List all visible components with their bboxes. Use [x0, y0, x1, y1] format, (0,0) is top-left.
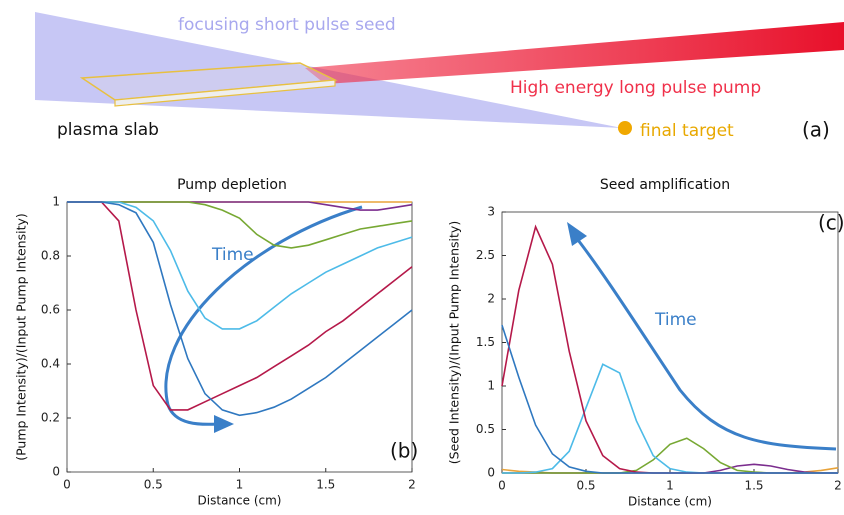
y-tick-label: 0.8: [41, 249, 60, 263]
data-line: [67, 201, 413, 417]
time-arrow: [164, 205, 363, 426]
chart-title: Seed amplification: [600, 177, 730, 193]
target-label: final target: [640, 121, 734, 141]
plot-frame: [501, 211, 839, 474]
data-line: [67, 201, 413, 330]
x-tick-label: 2: [834, 479, 842, 493]
x-tick-label: 0.5: [144, 478, 163, 492]
data-line: [501, 224, 838, 474]
final-target: [618, 121, 632, 135]
x-tick-label: 1: [236, 478, 244, 492]
x-tick-label: 0.5: [576, 479, 595, 493]
data-line: [502, 363, 838, 474]
y-tick-label: 0.5: [476, 422, 495, 436]
annotation: (b): [390, 439, 418, 463]
y-tick-label: 0: [487, 466, 495, 480]
annotation: (c): [818, 211, 844, 235]
y-tick-label: 3: [487, 205, 495, 219]
annotation: Time: [211, 245, 254, 265]
x-axis-label: Distance (cm): [628, 495, 712, 509]
x-tick-label: 2: [408, 478, 416, 492]
time-arrow: [576, 239, 837, 451]
plot-frame: [66, 201, 413, 473]
y-axis-label: (Pump Intensity)/(Input Pump Intensity): [14, 213, 29, 461]
arrow-head: [567, 222, 587, 246]
pump-beam: [305, 22, 844, 84]
annotation: Time: [654, 310, 697, 330]
slab-label: plasma slab: [57, 120, 159, 140]
x-tick-label: 0: [498, 479, 506, 493]
y-tick-label: 1.5: [476, 335, 495, 349]
pump-label: High energy long pulse pump: [510, 78, 761, 98]
data-line: [501, 324, 838, 474]
x-axis-label: Distance (cm): [198, 494, 282, 508]
seed-label: focusing short pulse seed: [178, 15, 396, 35]
x-tick-label: 1: [666, 479, 674, 493]
data-line: [67, 201, 413, 411]
y-tick-label: 2: [487, 292, 495, 306]
x-tick-label: 0: [63, 478, 71, 492]
y-tick-label: 0.4: [41, 357, 60, 371]
plasma-slab-side: [114, 79, 336, 107]
y-tick-label: 1: [52, 195, 60, 209]
data-line: [67, 201, 413, 249]
y-tick-label: 0.6: [41, 303, 60, 317]
arrow-head: [214, 415, 234, 433]
y-axis-label: (Seed Intensity)/(Input Pump Intensity): [447, 221, 462, 464]
y-tick-label: 2.5: [476, 248, 495, 262]
chart-title: Pump depletion: [177, 177, 287, 193]
x-tick-label: 1.5: [744, 479, 763, 493]
panel-label: (a): [802, 118, 830, 142]
x-tick-label: 1.5: [316, 478, 335, 492]
y-tick-label: 0: [52, 465, 60, 479]
y-tick-label: 1: [487, 379, 495, 393]
y-tick-label: 0.2: [41, 411, 60, 425]
